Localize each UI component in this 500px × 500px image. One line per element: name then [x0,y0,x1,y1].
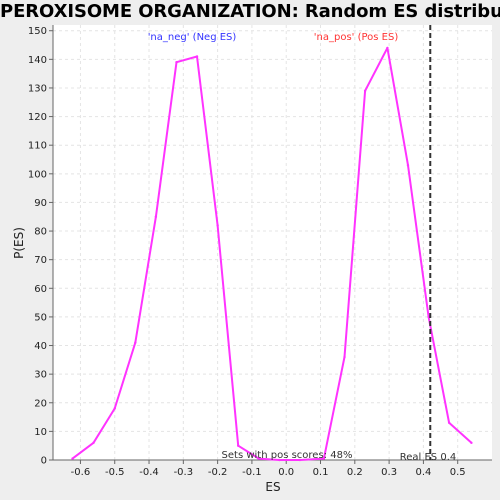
y-tick-label: 10 [34,427,47,438]
x-tick-label: 0.3 [381,467,397,478]
y-tick-label: 50 [34,312,47,323]
data-point [154,215,158,218]
y-tick-label: 150 [28,26,47,37]
data-point [322,457,326,460]
x-tick-label: 0.1 [313,467,329,478]
y-tick-label: 20 [34,398,47,409]
y-tick-label: 30 [34,370,47,381]
data-point [343,355,346,359]
pos-scores-label: Sets with pos scores: 48% [222,450,353,461]
data-point [447,421,451,424]
data-point [134,341,137,344]
real-es-label: Real ES 0.4 [400,452,456,463]
data-point [216,224,219,227]
data-point [257,457,260,460]
x-tick-label: -0.4 [139,467,159,478]
series-line [71,46,473,461]
y-tick-label: 90 [34,198,47,209]
data-point [298,458,302,462]
y-tick-label: 130 [28,83,47,94]
series-group [71,46,473,462]
data-point [278,458,281,462]
x-axis-label: ES [265,480,280,494]
x-tick-label: -0.5 [105,467,125,478]
data-point [427,315,430,319]
y-tick-label: 100 [28,169,47,180]
y-tick-label: 60 [34,284,47,295]
x-tick-label: 0.5 [450,467,466,478]
y-tick-label: 140 [28,55,47,66]
y-tick-label: 120 [28,112,47,123]
x-tick-label: -0.1 [242,467,262,478]
data-point [175,61,178,64]
data-point [406,164,410,167]
gridlines [53,25,492,461]
y-tick-label: 110 [28,141,47,152]
x-tick-label: 0.4 [415,467,431,478]
y-tick-label: 40 [34,341,47,352]
chart-title: PEROXISOME ORGANIZATION: Random ES distr… [0,1,500,22]
data-point [237,444,240,447]
data-point [195,55,199,58]
y-axis-label: P(ES) [12,227,26,259]
x-tick-label: -0.6 [71,467,91,478]
data-point [470,441,473,445]
data-point [71,457,74,460]
x-tick-labels: -0.6 -0.5 -0.4 -0.3 -0.2 -0.1 0.0 0.1 0.2 0.3 0.4 0… [71,467,466,478]
neg-es-label: 'na_neg' (Neg ES) [148,32,237,43]
y-tick-labels: 0 10 20 30 40 50 60 70 80 90 100 110 120 130 140 150 [28,26,47,466]
x-tick-label: -0.3 [174,467,194,478]
y-tick-label: 70 [34,255,47,266]
data-point [92,441,95,445]
data-point [113,407,116,410]
x-tick-label: -0.2 [208,467,228,478]
data-point [386,46,389,50]
y-tick-label: 80 [34,227,47,238]
y-tick-label: 0 [41,456,47,467]
pos-es-label: 'na_pos' (Pos ES) [314,32,399,43]
data-point [363,89,367,93]
x-tick-label: 0.0 [278,467,294,478]
x-tick-label: 0.2 [347,467,363,478]
